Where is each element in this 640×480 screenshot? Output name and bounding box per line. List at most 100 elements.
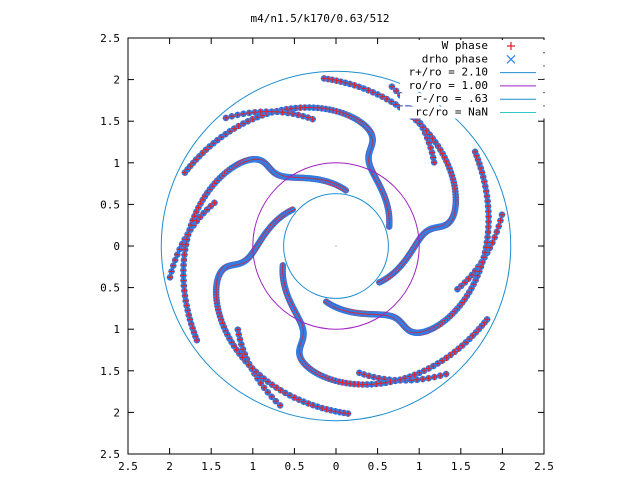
w-phase-point — [379, 93, 386, 100]
w-phase-point — [491, 234, 498, 241]
w-phase-point — [451, 348, 458, 355]
legend-bg — [400, 106, 545, 119]
w-phase-point — [172, 257, 179, 264]
w-phase-point — [320, 75, 327, 82]
w-phase-point — [239, 354, 246, 361]
w-phase-point — [383, 96, 390, 103]
w-phase-point — [240, 120, 247, 127]
legend-label-2: r+/ro = 2.10 — [409, 66, 488, 79]
x-tick-label: 2.5 — [534, 460, 554, 473]
legend-bg — [400, 79, 545, 92]
w-phase-point — [484, 316, 491, 323]
w-phase-point — [459, 342, 466, 349]
y-tick-label: 1.5 — [100, 365, 120, 378]
w-phase-point — [277, 387, 284, 394]
reference-circle-4 — [283, 193, 389, 299]
w-phase-point — [458, 282, 465, 289]
legend-marker-drho-phase — [506, 54, 516, 64]
w-phase-point — [174, 251, 181, 258]
x-tick-label: 0 — [333, 460, 340, 473]
w-phase-point — [439, 357, 446, 364]
w-phase-point — [419, 376, 426, 383]
w-phase-point — [210, 140, 217, 147]
w-phase-point — [426, 131, 433, 138]
w-phase-point — [203, 146, 210, 153]
reference-circle-3 — [252, 162, 420, 330]
w-phase-point — [393, 87, 400, 94]
w-phase-point — [421, 367, 428, 374]
w-phase-point — [235, 122, 242, 129]
w-phase-point — [374, 91, 381, 98]
w-phase-point — [264, 389, 271, 396]
w-phase-point — [286, 392, 293, 399]
legend-label-1: drho phase — [422, 52, 488, 65]
w-phase-point — [181, 169, 188, 176]
w-phase-point — [251, 109, 258, 116]
w-phase-point — [252, 368, 259, 375]
w-phase-point — [462, 339, 469, 346]
w-phase-point — [204, 206, 211, 213]
w-phase-point — [469, 332, 476, 339]
y-tick-label: 0 — [113, 240, 120, 253]
w-phase-point — [429, 135, 436, 142]
w-phase-point — [497, 217, 504, 224]
w-phase-point — [242, 358, 249, 365]
w-phase-point — [244, 118, 251, 125]
w-phase-point — [238, 341, 245, 348]
x-tick-label: 0.5 — [284, 460, 304, 473]
w-phase-point — [254, 114, 261, 121]
w-phase-point — [437, 372, 444, 379]
x-tick-label: 1.5 — [451, 460, 471, 473]
w-phase-point — [432, 139, 439, 146]
w-phase-point — [218, 134, 225, 141]
x-tick-label: 2.5 — [118, 460, 138, 473]
y-tick-label: 2 — [113, 74, 120, 87]
x-tick-label: 1 — [249, 460, 256, 473]
y-tick-label: 1.5 — [100, 115, 120, 128]
w-phase-point — [454, 286, 461, 293]
center-dot — [335, 245, 337, 247]
w-phase-point — [197, 214, 204, 221]
w-phase-point — [284, 109, 291, 116]
w-phase-point — [263, 108, 270, 115]
w-phase-point — [196, 153, 203, 160]
w-phase-point — [207, 203, 214, 210]
w-phase-point — [274, 108, 281, 115]
w-phase-point — [498, 211, 505, 218]
w-phase-point — [416, 120, 423, 127]
w-phase-point — [430, 363, 437, 370]
w-phase-point — [264, 378, 271, 385]
legend-label-3: ro/ro = 1.00 — [409, 79, 488, 92]
w-phase-point — [388, 83, 395, 90]
x-tick-label: 0.5 — [368, 460, 388, 473]
w-phase-point — [392, 101, 399, 108]
legend-bg — [400, 40, 545, 52]
w-phase-point — [236, 350, 243, 357]
x-tick-label: 2 — [166, 460, 173, 473]
legend-label-5: rc/ro = NaN — [415, 106, 488, 119]
w-phase-point — [168, 268, 175, 275]
w-phase-point — [222, 131, 229, 138]
w-phase-point — [420, 124, 427, 131]
w-phase-point — [269, 381, 276, 388]
legend-label-4: r-/ro = .63 — [415, 92, 488, 105]
w-phase-point — [211, 199, 218, 206]
w-phase-point — [245, 361, 252, 368]
w-phase-point — [261, 384, 268, 391]
w-phase-point — [249, 116, 256, 123]
w-phase-point — [282, 389, 289, 396]
legend-bg — [400, 66, 545, 79]
w-phase-point — [226, 128, 233, 135]
w-phase-point — [233, 346, 240, 353]
w-phase-point — [443, 371, 450, 378]
w-phase-point — [493, 228, 500, 235]
w-phase-point — [206, 143, 213, 150]
w-phase-point — [257, 108, 264, 115]
w-phase-point — [411, 371, 418, 378]
y-tick-label: 2.5 — [100, 32, 120, 45]
chart-title: m4/n1.5/k170/0.63/512 — [250, 12, 389, 25]
w-phase-point — [234, 111, 241, 118]
w-phase-point — [431, 374, 438, 381]
w-phase-point — [388, 98, 395, 105]
w-phase-point — [167, 274, 174, 281]
